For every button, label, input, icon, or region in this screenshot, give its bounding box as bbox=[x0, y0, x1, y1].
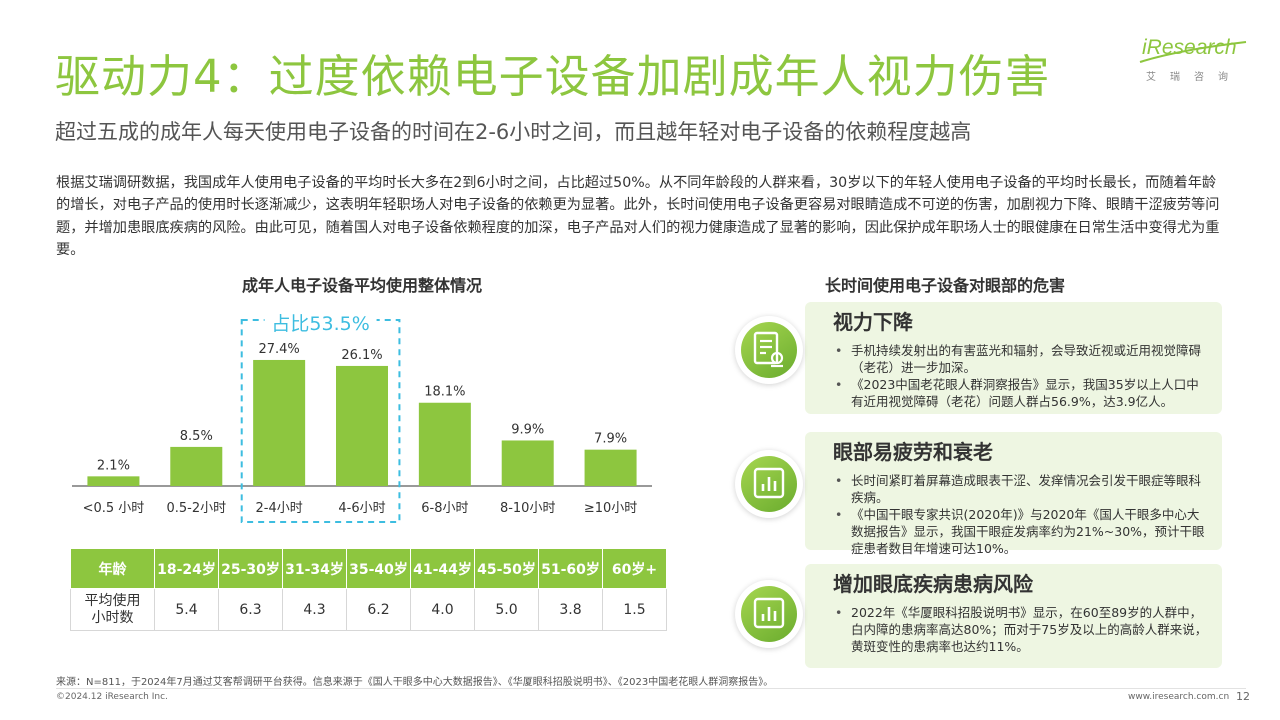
age-usage-table: 年龄 18-24岁 25-30岁 31-34岁 35-40岁 41-44岁 45… bbox=[70, 548, 667, 631]
harm-card-points: 2022年《华厦眼科招股说明书》显示，在60至89岁的人群中，白内障的患病率高达… bbox=[833, 604, 1211, 655]
harms-title: 长时间使用电子设备对眼部的危害 bbox=[824, 276, 1065, 295]
hours-cell: 6.3 bbox=[218, 588, 283, 631]
bar bbox=[584, 449, 637, 486]
bar-chart-badge bbox=[735, 580, 803, 648]
age-header-cell: 31-34岁 bbox=[282, 548, 347, 589]
harm-point: 长时间紧盯着屏幕造成眼表干涩、发痒情况会引发干眼症等眼科疾病。 bbox=[833, 472, 1211, 506]
hours-cell: 4.0 bbox=[410, 588, 475, 631]
iresearch-logo: iResearch 艾瑞咨询 bbox=[1138, 36, 1250, 88]
hours-row: 平均使用 小时数 5.4 6.3 4.3 6.2 4.0 5.0 3.8 1.5 bbox=[70, 588, 667, 631]
bar-data-label: 18.1% bbox=[424, 385, 465, 400]
highlight-label: 占比53.5% bbox=[271, 313, 369, 335]
page-subtitle: 超过五成的成年人每天使用电子设备的时间在2-6小时之间，而且越年轻对电子设备的依… bbox=[55, 120, 972, 144]
x-tick-label: <0.5 小时 bbox=[83, 501, 145, 516]
harm-card-vision: 视力下降 手机持续发射出的有害蓝光和辐射，会导致近视或近用视觉障碍（老花）进一步… bbox=[805, 302, 1222, 414]
age-header-cell: 41-44岁 bbox=[410, 548, 475, 589]
harm-card-fundus: 增加眼底疾病患病风险 2022年《华厦眼科招股说明书》显示，在60至89岁的人群… bbox=[805, 564, 1222, 668]
bar-chart-icon bbox=[753, 597, 785, 629]
hours-cell: 3.8 bbox=[538, 588, 603, 631]
logo-wordmark: iResearch bbox=[1142, 36, 1237, 59]
harm-point: 《中国干眼专家共识(2020年)》与2020年《国人干眼多中心大数据报告》显示，… bbox=[833, 506, 1211, 557]
age-header-label: 年龄 bbox=[70, 548, 155, 589]
age-header-cell: 51-60岁 bbox=[538, 548, 603, 589]
hours-row-label: 平均使用 小时数 bbox=[70, 588, 155, 631]
hours-cell: 5.0 bbox=[474, 588, 539, 631]
age-header-cell: 60岁+ bbox=[602, 548, 667, 589]
bar bbox=[253, 359, 306, 486]
page-title: 驱动力4：过度依赖电子设备加剧成年人视力伤害 bbox=[55, 50, 1051, 103]
x-tick-label: 8-10小时 bbox=[500, 501, 556, 516]
age-header-cell: 25-30岁 bbox=[218, 548, 283, 589]
page-number: 12 bbox=[1236, 690, 1250, 703]
harm-card-title: 视力下降 bbox=[833, 310, 913, 334]
bar bbox=[501, 440, 554, 486]
bar-data-label: 8.5% bbox=[180, 429, 213, 444]
footer-divider bbox=[56, 688, 1246, 689]
harm-card-fatigue: 眼部易疲劳和衰老 长时间紧盯着屏幕造成眼表干涩、发痒情况会引发干眼症等眼科疾病。… bbox=[805, 432, 1222, 556]
copyright: ©2024.12 iResearch Inc. bbox=[56, 692, 168, 702]
logo-chinese: 艾瑞咨询 bbox=[1146, 72, 1242, 83]
hours-cell: 1.5 bbox=[602, 588, 667, 631]
bar-data-label: 2.1% bbox=[97, 458, 130, 473]
hours-cell: 4.3 bbox=[282, 588, 347, 631]
harm-card-title: 增加眼底疾病患病风险 bbox=[833, 572, 1033, 596]
age-header-row: 年龄 18-24岁 25-30岁 31-34岁 35-40岁 41-44岁 45… bbox=[70, 548, 667, 589]
intro-paragraph: 根据艾瑞调研数据，我国成年人使用电子设备的平均时长大多在2到6小时之间，占比超过… bbox=[56, 175, 1220, 259]
age-header-cell: 35-40岁 bbox=[346, 548, 411, 589]
bar-chart-icon bbox=[753, 467, 785, 499]
report-icon bbox=[753, 331, 784, 368]
bar-data-label: 9.9% bbox=[511, 422, 544, 437]
age-header-cell: 45-50岁 bbox=[474, 548, 539, 589]
harm-card-title: 眼部易疲劳和衰老 bbox=[833, 440, 993, 464]
logo-swoosh-icon bbox=[1139, 41, 1247, 63]
source-note: 来源：N=811，于2024年7月通过艾客帮调研平台获得。信息来源于《国人干眼多… bbox=[56, 677, 774, 688]
hours-row-label-line: 平均使用 bbox=[84, 592, 141, 609]
highlight-label-bg bbox=[264, 308, 377, 334]
bar bbox=[336, 365, 388, 486]
website-link[interactable]: www.iresearch.com.cn bbox=[1128, 692, 1230, 702]
hours-cell: 5.4 bbox=[154, 588, 219, 631]
x-tick-label: ≥10小时 bbox=[584, 501, 637, 516]
bar bbox=[170, 446, 223, 486]
harm-point: 2022年《华厦眼科招股说明书》显示，在60至89岁的人群中，白内障的患病率高达… bbox=[833, 604, 1211, 655]
harm-point: 手机持续发射出的有害蓝光和辐射，会导致近视或近用视觉障碍（老花）进一步加深。 bbox=[833, 342, 1211, 376]
hours-row-label-line: 小时数 bbox=[91, 609, 134, 626]
usage-bar-chart: 2.1% <0.5 小时 8.5% 0.5-2小时 27.4% 2-4小时 26.1% 4-6… bbox=[72, 308, 652, 523]
bar bbox=[87, 476, 140, 486]
harm-point: 《2023中国老花眼人群洞察报告》显示，我国35岁以上人口中有近用视觉障碍（老花… bbox=[833, 376, 1211, 410]
chart-title: 成年人电子设备平均使用整体情况 bbox=[241, 276, 482, 295]
bar-data-label: 27.4% bbox=[258, 342, 299, 357]
harm-card-points: 手机持续发射出的有害蓝光和辐射，会导致近视或近用视觉障碍（老花）进一步加深。 《… bbox=[833, 342, 1211, 410]
bar-data-label: 26.1% bbox=[341, 348, 382, 363]
bar-data-label: 7.9% bbox=[594, 432, 627, 447]
x-tick-label: 2-4小时 bbox=[256, 501, 303, 516]
hours-cell: 6.2 bbox=[346, 588, 411, 631]
harm-card-points: 长时间紧盯着屏幕造成眼表干涩、发痒情况会引发干眼症等眼科疾病。 《中国干眼专家共… bbox=[833, 472, 1211, 557]
age-header-cell: 18-24岁 bbox=[154, 548, 219, 589]
bar bbox=[418, 402, 471, 486]
report-badge bbox=[735, 316, 803, 384]
x-tick-label: 6-8小时 bbox=[421, 501, 468, 516]
x-tick-label: 4-6小时 bbox=[338, 501, 385, 516]
bar-chart-badge bbox=[735, 450, 803, 518]
x-tick-label: 0.5-2小时 bbox=[166, 501, 226, 516]
